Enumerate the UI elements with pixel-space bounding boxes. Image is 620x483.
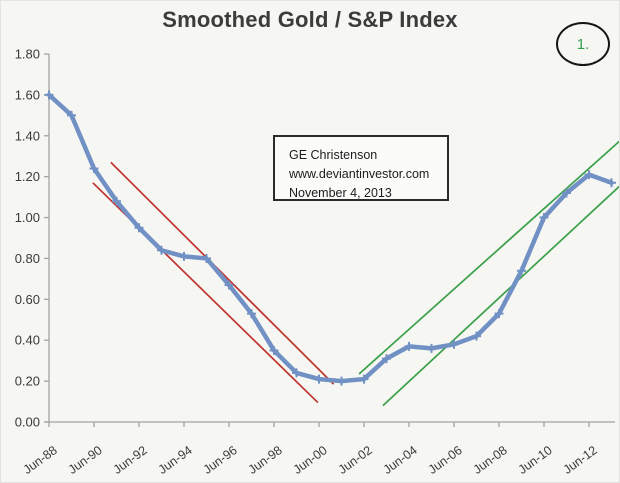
y-axis-tick-label: 0.20	[15, 374, 40, 389]
data-point-marker	[517, 266, 526, 276]
data-point-marker	[179, 251, 189, 261]
y-axis-tick-label: 1.80	[15, 47, 40, 62]
x-axis-tick-label: Jun-10	[516, 443, 555, 477]
x-axis-tick-label: Jun-94	[156, 443, 195, 477]
data-point-marker	[427, 343, 436, 353]
figure-number-label: 1.	[576, 35, 590, 53]
x-axis-tick-label: Jun-00	[291, 443, 330, 477]
x-axis-tick-label: Jun-12	[561, 443, 600, 477]
data-point-marker	[449, 339, 459, 349]
y-axis-tick-label: 1.20	[15, 169, 40, 184]
data-point-marker	[269, 345, 279, 355]
x-axis-tick-label: Jun-92	[111, 443, 150, 477]
data-point-marker	[67, 110, 76, 120]
y-axis-tick-label: 0.00	[15, 415, 40, 430]
gold-sp-ratio-line	[46, 92, 614, 384]
data-point-marker	[89, 163, 99, 173]
data-point-marker	[382, 354, 391, 364]
data-point-marker	[157, 245, 166, 255]
data-point-marker	[292, 368, 301, 378]
data-point-marker	[44, 90, 54, 100]
data-point-marker	[562, 188, 571, 198]
annotation-author: GE Christenson	[289, 148, 378, 162]
data-point-marker	[112, 196, 121, 206]
data-point-marker	[314, 374, 324, 384]
x-axis-tick-label: Jun-90	[66, 443, 105, 477]
data-point-marker	[494, 309, 504, 319]
x-axis-tick-label: Jun-02	[336, 443, 375, 477]
data-point-marker	[472, 331, 481, 341]
y-axis-tick-label: 0.40	[15, 333, 40, 348]
data-point-marker	[584, 170, 594, 180]
red-trendline-upper	[110, 161, 335, 385]
x-axis-tick-label: Jun-08	[471, 443, 510, 477]
green-trendline-upper	[358, 140, 619, 375]
x-axis-tick-label: Jun-04	[381, 443, 420, 477]
figure-number-badge: 1.	[556, 22, 610, 66]
annotation-website: www.deviantinvestor.com	[289, 167, 430, 181]
data-point-marker	[404, 341, 414, 351]
y-axis-tick-label: 1.60	[15, 87, 40, 102]
y-axis-tick-label: 1.00	[15, 210, 40, 225]
data-point-marker	[359, 374, 369, 384]
x-axis-tick-label: Jun-88	[21, 443, 60, 477]
data-point-marker	[202, 253, 211, 263]
data-point-marker	[337, 376, 346, 386]
x-axis-tick-label: Jun-06	[426, 443, 465, 477]
data-point-marker	[247, 309, 256, 319]
data-point-marker	[607, 178, 616, 188]
y-axis-tick-label: 0.60	[15, 292, 40, 307]
x-axis-tick-label: Jun-98	[246, 443, 285, 477]
annotation-date: November 4, 2013	[289, 186, 392, 200]
y-axis-tick-label: 0.80	[15, 251, 40, 266]
green-trendline-lower	[382, 185, 619, 407]
data-point-marker	[134, 223, 144, 233]
annotation-box: GE Christenson www.deviantinvestor.com N…	[273, 135, 449, 201]
chart-title: Smoothed Gold / S&P Index	[162, 7, 458, 32]
y-axis-tick-label: 1.40	[15, 128, 40, 143]
data-point-marker	[539, 213, 549, 223]
x-axis-tick-label: Jun-96	[201, 443, 240, 477]
data-point-marker	[224, 280, 234, 290]
